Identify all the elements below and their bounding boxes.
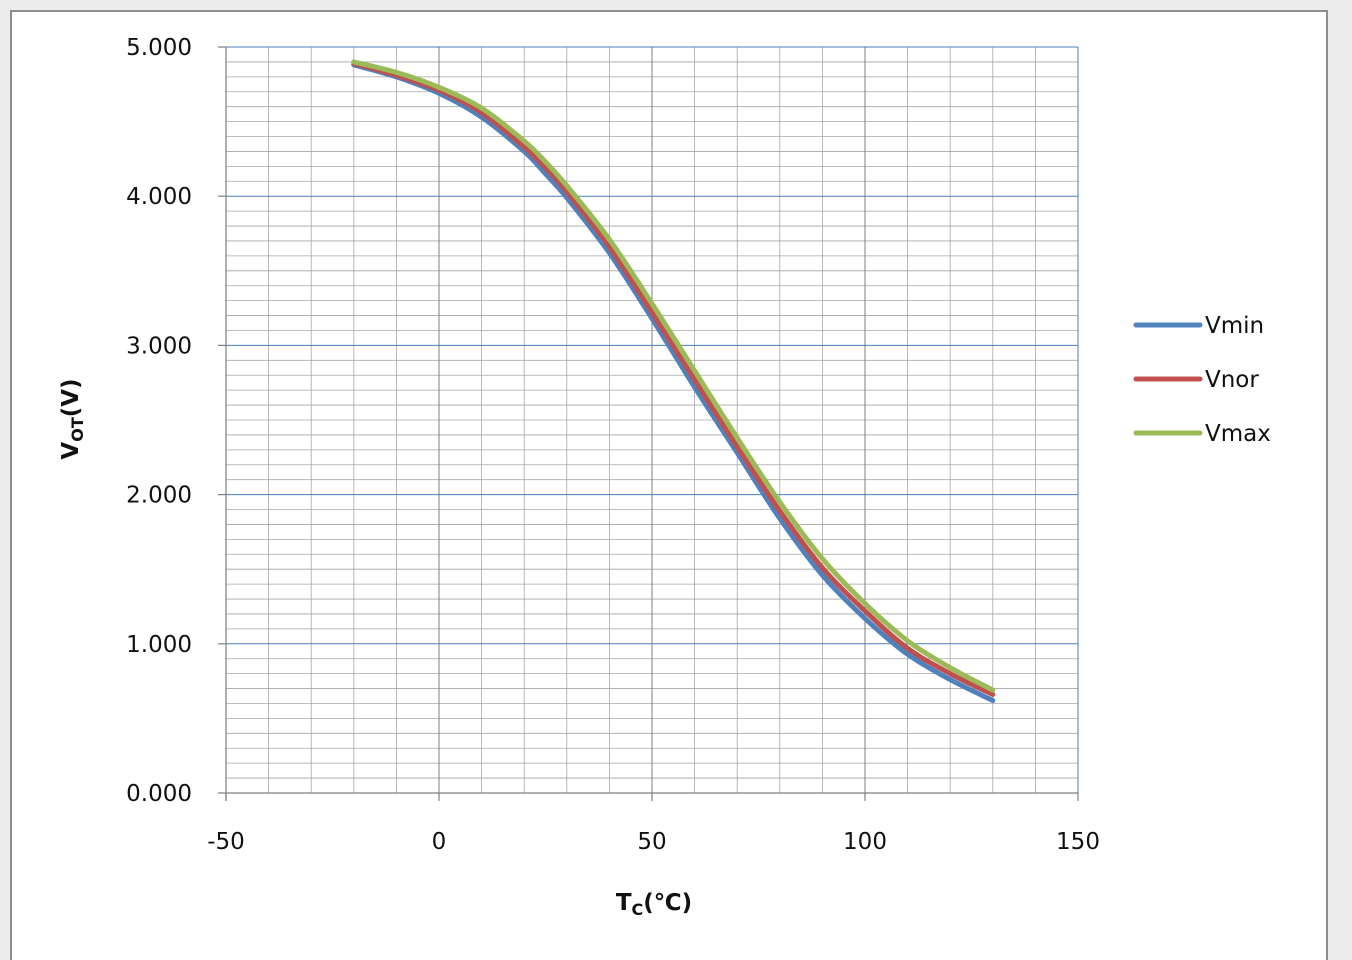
x-tick-label: 50 [637, 829, 666, 855]
y-axis-title: VOT(V) [58, 378, 87, 459]
series-line-vnor [351, 60, 996, 698]
y-tick-label: 0.000 [126, 781, 192, 807]
x-axis-title: TC(℃) [616, 890, 692, 919]
legend-label-vmax: Vmax [1205, 421, 1271, 447]
y-tick-label: 3.000 [126, 333, 192, 359]
x-tick-label: 100 [843, 829, 887, 855]
y-tick-label: 4.000 [126, 184, 192, 210]
legend-label-vnor: Vnor [1205, 367, 1259, 393]
y-tick-label: 1.000 [126, 632, 192, 658]
series-line-vmin [351, 62, 996, 703]
series-lines [351, 59, 996, 703]
axes [218, 46, 1079, 801]
legend-label-vmin: Vmin [1205, 313, 1264, 339]
chart-frame: -50 0 50 100 150 0.000 1.000 2.000 3.000 4.000 5.0… [10, 10, 1328, 960]
y-tick-label: 2.000 [126, 483, 192, 509]
major-gridlines [226, 46, 1079, 793]
x-tick-label: -50 [207, 829, 245, 855]
line-chart: -50 0 50 100 150 0.000 1.000 2.000 3.000 4.000 5.0… [58, 35, 1271, 919]
legend: Vmin Vnor Vmax [1133, 313, 1271, 447]
y-tick-label: 5.000 [126, 35, 192, 61]
x-tick-label: 150 [1056, 829, 1100, 855]
series-line-vmax [351, 59, 996, 693]
x-tick-label: 0 [432, 829, 447, 855]
tick-labels: -50 0 50 100 150 0.000 1.000 2.000 3.000 4.000 5.0… [126, 35, 1100, 855]
